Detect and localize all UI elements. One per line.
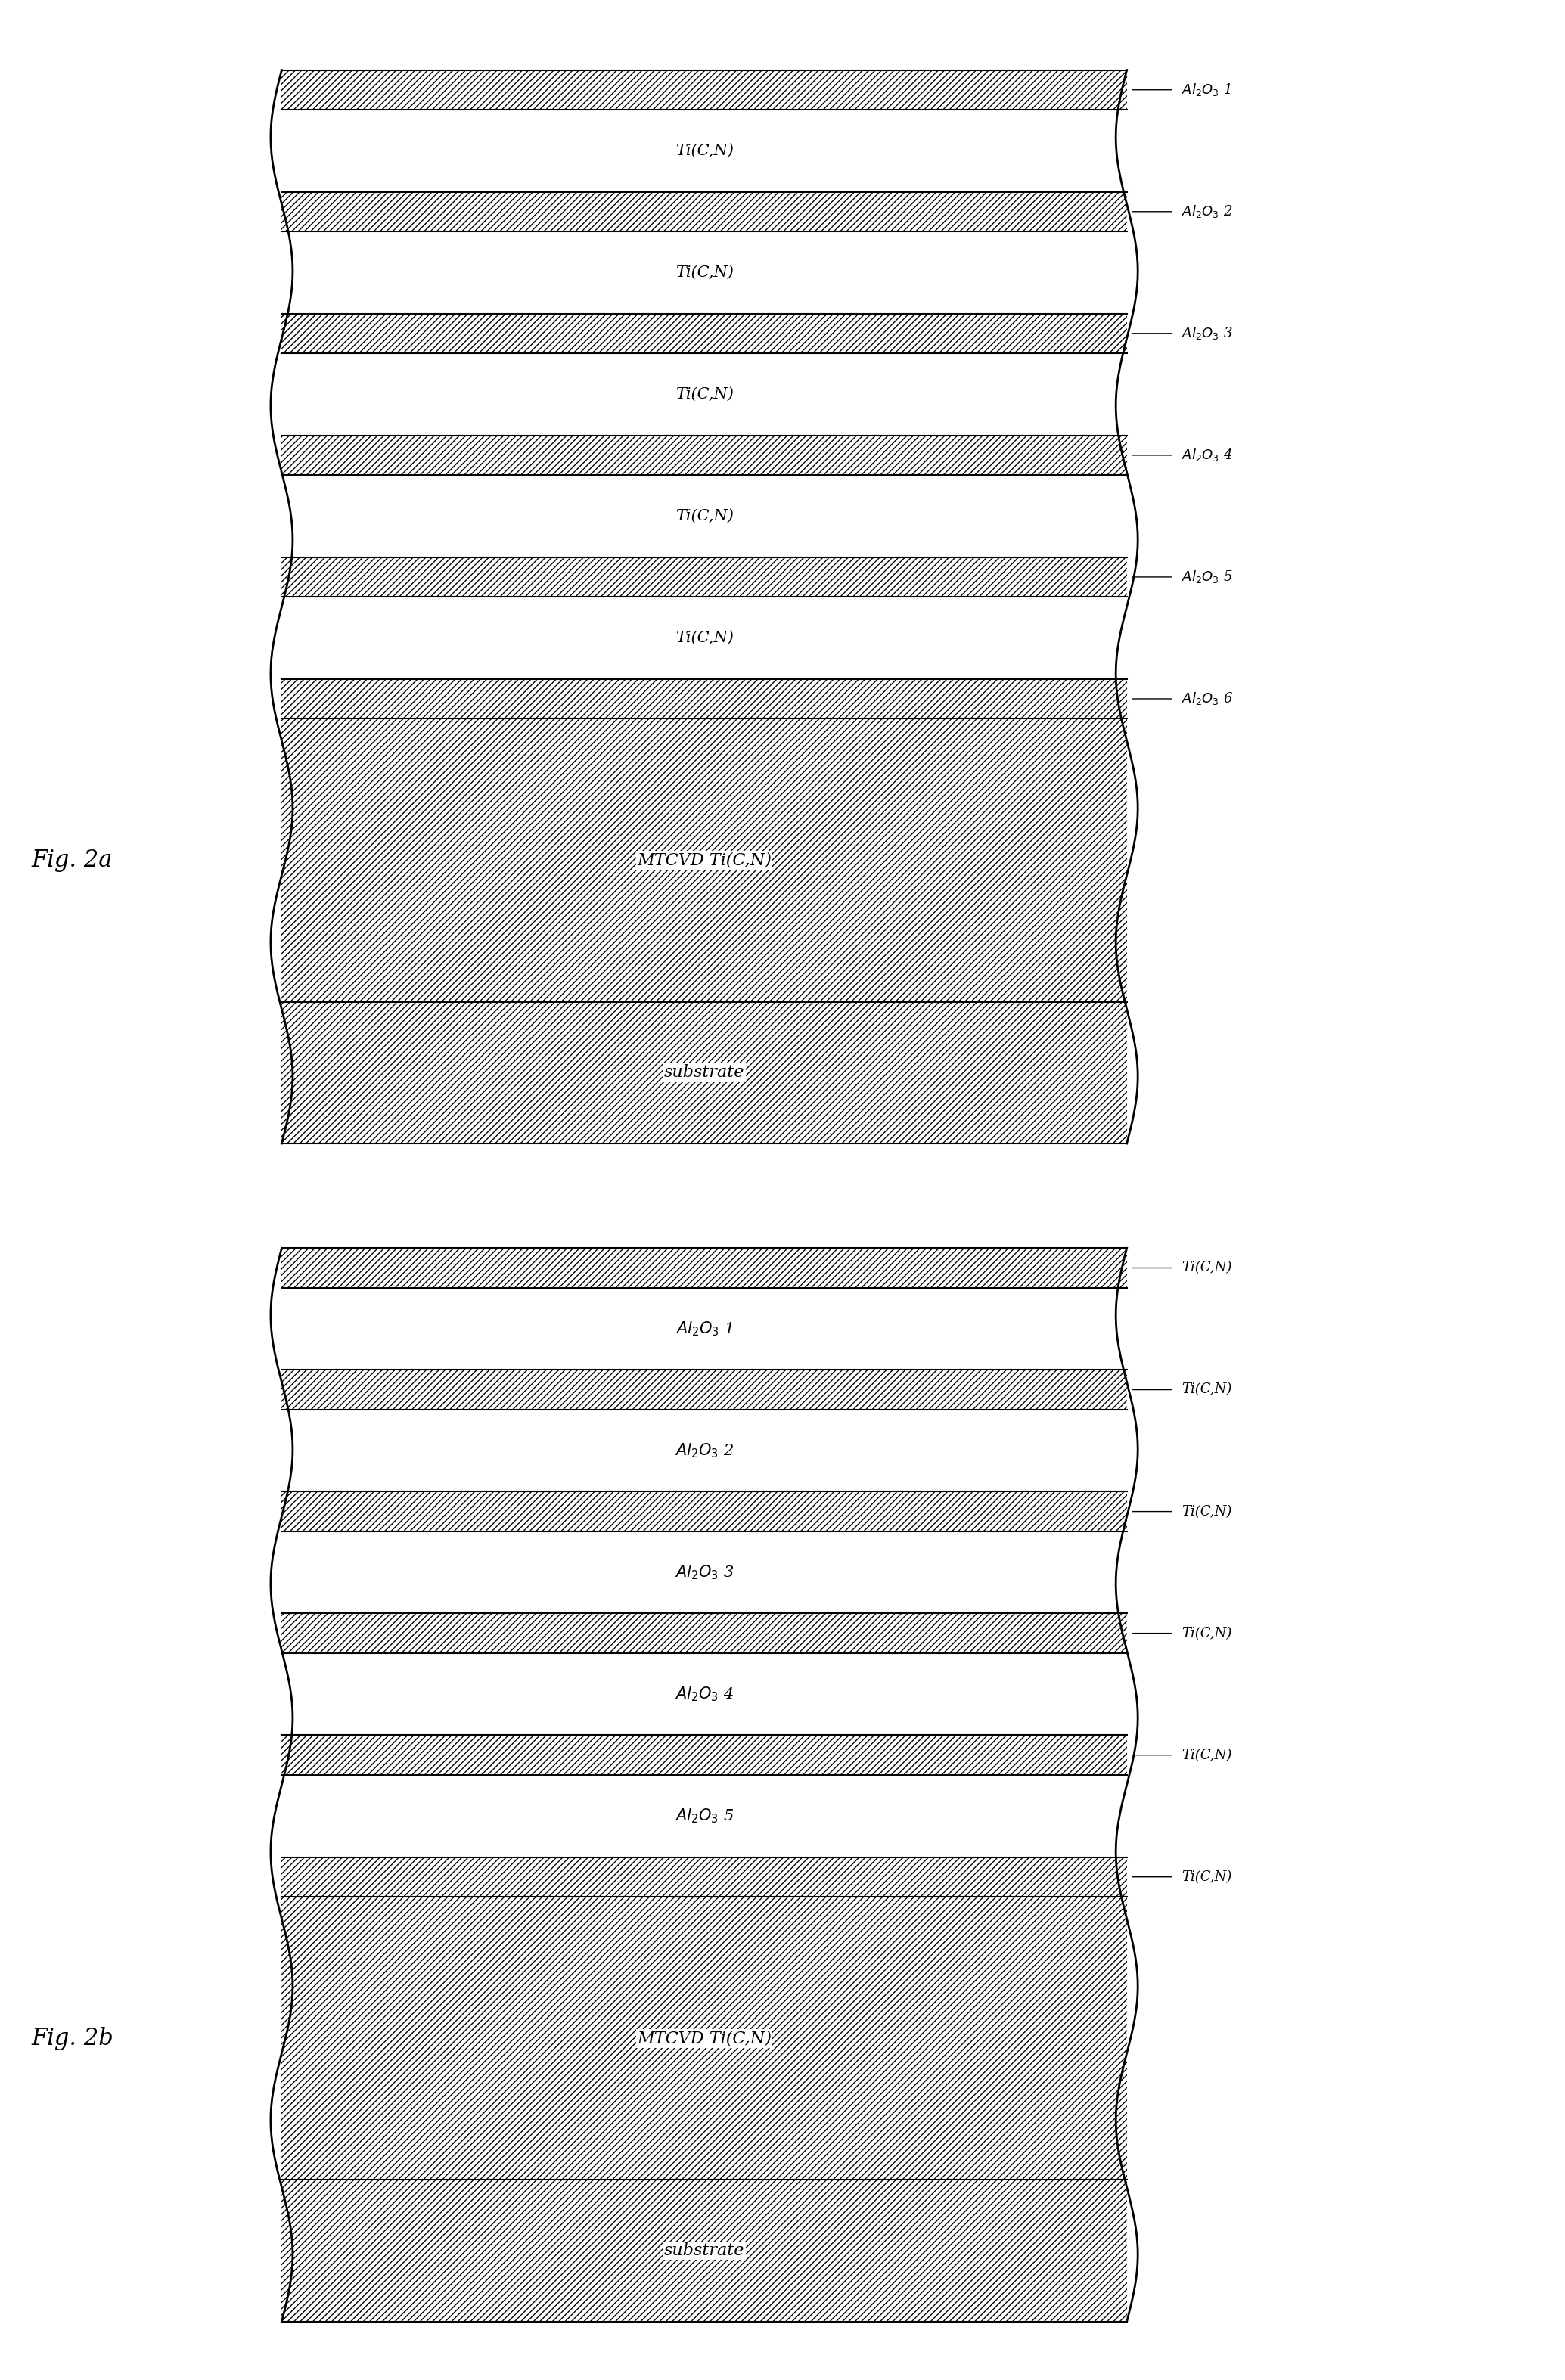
- Bar: [282, 1614, 1127, 1654]
- Text: Fig. 2a: Fig. 2a: [31, 850, 113, 871]
- Bar: [282, 1775, 1127, 1856]
- Text: $Al_2O_3$ 1: $Al_2O_3$ 1: [1182, 81, 1230, 98]
- Bar: [282, 109, 1127, 193]
- Bar: [282, 1897, 1127, 2180]
- Bar: [282, 557, 1127, 597]
- Bar: [282, 597, 1127, 678]
- Text: $Al_2O_3$ 5: $Al_2O_3$ 5: [675, 1806, 734, 1825]
- Text: $Al_2O_3$ 4: $Al_2O_3$ 4: [1182, 447, 1233, 464]
- Bar: [282, 1735, 1127, 1775]
- Bar: [282, 436, 1127, 476]
- Text: Ti(C,N): Ti(C,N): [1182, 1504, 1232, 1518]
- Text: $Al_2O_3$ 4: $Al_2O_3$ 4: [675, 1685, 734, 1704]
- Text: $Al_2O_3$ 2: $Al_2O_3$ 2: [675, 1442, 734, 1459]
- Text: Ti(C,N): Ti(C,N): [1182, 1871, 1232, 1883]
- Text: $Al_2O_3$ 6: $Al_2O_3$ 6: [1182, 690, 1233, 707]
- Text: Ti(C,N): Ti(C,N): [1182, 1626, 1232, 1640]
- Text: Fig. 2b: Fig. 2b: [31, 2028, 114, 2049]
- Bar: [282, 1002, 1127, 1142]
- Text: substrate: substrate: [664, 2242, 745, 2259]
- Bar: [282, 1371, 1127, 1409]
- Text: MTCVD Ti(C,N): MTCVD Ti(C,N): [637, 2030, 772, 2047]
- Bar: [282, 193, 1127, 231]
- Bar: [282, 69, 1127, 109]
- Text: Ti(C,N): Ti(C,N): [1182, 1383, 1232, 1397]
- Bar: [282, 1856, 1127, 1897]
- Bar: [282, 436, 1127, 476]
- Bar: [282, 1654, 1127, 1735]
- Text: Ti(C,N): Ti(C,N): [675, 264, 734, 281]
- Text: MTCVD Ti(C,N): MTCVD Ti(C,N): [637, 852, 772, 869]
- Text: Ti(C,N): Ti(C,N): [675, 631, 734, 645]
- Bar: [282, 1002, 1127, 1142]
- Bar: [282, 1247, 1127, 1288]
- Bar: [282, 1614, 1127, 1654]
- Text: Ti(C,N): Ti(C,N): [675, 388, 734, 402]
- Text: Ti(C,N): Ti(C,N): [1182, 1261, 1232, 1276]
- Text: Ti(C,N): Ti(C,N): [1182, 1749, 1232, 1761]
- Bar: [282, 314, 1127, 352]
- Text: $Al_2O_3$ 5: $Al_2O_3$ 5: [1182, 569, 1233, 585]
- Bar: [282, 231, 1127, 314]
- Bar: [282, 1530, 1127, 1614]
- Bar: [282, 1409, 1127, 1492]
- Text: Ti(C,N): Ti(C,N): [675, 143, 734, 157]
- Bar: [282, 69, 1127, 109]
- Text: Ti(C,N): Ti(C,N): [675, 509, 734, 524]
- Text: $Al_2O_3$ 3: $Al_2O_3$ 3: [675, 1564, 734, 1580]
- Bar: [282, 719, 1127, 1002]
- Bar: [282, 678, 1127, 719]
- Bar: [282, 1735, 1127, 1775]
- Text: $Al_2O_3$ 2: $Al_2O_3$ 2: [1182, 205, 1233, 219]
- Text: $Al_2O_3$ 1: $Al_2O_3$ 1: [676, 1321, 732, 1338]
- Bar: [282, 1247, 1127, 1288]
- Bar: [282, 1371, 1127, 1409]
- Bar: [282, 193, 1127, 231]
- Bar: [282, 719, 1127, 1002]
- Bar: [282, 314, 1127, 352]
- Bar: [282, 1897, 1127, 2180]
- Bar: [282, 678, 1127, 719]
- Bar: [282, 1856, 1127, 1897]
- Bar: [282, 1492, 1127, 1530]
- Bar: [282, 2180, 1127, 2320]
- Bar: [282, 476, 1127, 557]
- Bar: [282, 352, 1127, 436]
- Bar: [282, 557, 1127, 597]
- Text: substrate: substrate: [664, 1064, 745, 1081]
- Bar: [282, 2180, 1127, 2320]
- Bar: [282, 1288, 1127, 1371]
- Bar: [282, 1492, 1127, 1530]
- Text: $Al_2O_3$ 3: $Al_2O_3$ 3: [1182, 326, 1233, 340]
